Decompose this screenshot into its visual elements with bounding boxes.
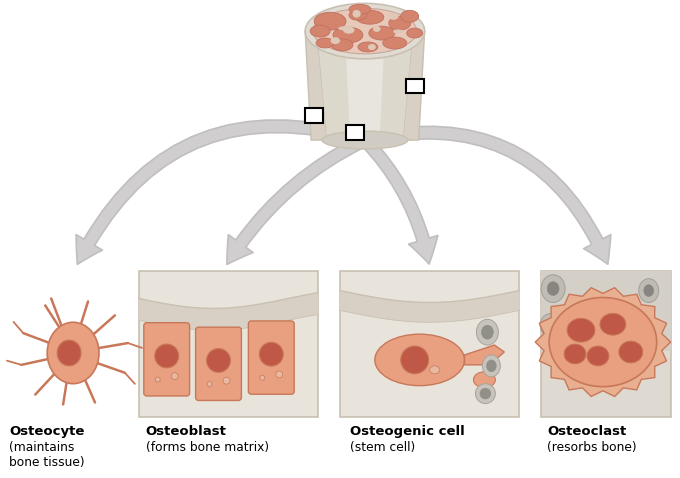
Ellipse shape <box>322 131 408 149</box>
Ellipse shape <box>473 372 495 388</box>
Ellipse shape <box>564 344 586 364</box>
Ellipse shape <box>540 314 562 337</box>
Ellipse shape <box>430 366 439 374</box>
Ellipse shape <box>313 8 417 54</box>
Ellipse shape <box>171 373 178 380</box>
Text: (forms bone matrix): (forms bone matrix) <box>146 441 269 454</box>
Ellipse shape <box>587 346 609 366</box>
Polygon shape <box>139 293 318 330</box>
Polygon shape <box>535 288 670 396</box>
Ellipse shape <box>481 325 494 339</box>
Text: (stem cell): (stem cell) <box>350 441 415 454</box>
Ellipse shape <box>349 4 371 14</box>
Ellipse shape <box>477 319 498 345</box>
FancyBboxPatch shape <box>248 321 294 394</box>
Ellipse shape <box>401 11 419 22</box>
FancyBboxPatch shape <box>143 323 190 396</box>
Ellipse shape <box>368 44 376 50</box>
Ellipse shape <box>600 314 626 335</box>
Ellipse shape <box>644 284 653 296</box>
Ellipse shape <box>388 13 398 20</box>
Ellipse shape <box>333 27 363 43</box>
Ellipse shape <box>383 37 407 49</box>
Bar <box>346 125 364 140</box>
Text: Osteoblast: Osteoblast <box>146 425 226 438</box>
Polygon shape <box>345 36 385 135</box>
Ellipse shape <box>338 26 352 30</box>
Ellipse shape <box>207 348 231 372</box>
Bar <box>406 79 424 93</box>
Ellipse shape <box>155 344 179 368</box>
FancyArrowPatch shape <box>76 120 364 264</box>
Ellipse shape <box>393 30 403 33</box>
Bar <box>541 271 670 417</box>
Ellipse shape <box>223 377 230 384</box>
Ellipse shape <box>407 28 423 38</box>
Ellipse shape <box>57 340 81 366</box>
Ellipse shape <box>316 38 334 48</box>
FancyArrowPatch shape <box>227 136 365 264</box>
Ellipse shape <box>259 342 284 366</box>
Polygon shape <box>317 31 413 140</box>
Ellipse shape <box>358 42 378 52</box>
Text: Osteoclast: Osteoclast <box>547 425 626 438</box>
Ellipse shape <box>343 27 354 33</box>
Ellipse shape <box>545 319 557 331</box>
Ellipse shape <box>349 11 367 20</box>
Ellipse shape <box>352 10 360 18</box>
Ellipse shape <box>541 275 565 303</box>
Text: (maintains
bone tissue): (maintains bone tissue) <box>10 441 85 469</box>
Ellipse shape <box>207 381 212 387</box>
Ellipse shape <box>330 37 340 44</box>
Ellipse shape <box>619 341 643 363</box>
Ellipse shape <box>486 360 496 372</box>
Bar <box>305 109 323 123</box>
Ellipse shape <box>389 16 411 30</box>
Ellipse shape <box>547 282 559 295</box>
Ellipse shape <box>401 346 428 374</box>
Ellipse shape <box>549 297 657 387</box>
Bar <box>541 271 670 351</box>
Ellipse shape <box>356 11 384 24</box>
Polygon shape <box>340 291 520 322</box>
Bar <box>139 271 318 417</box>
Polygon shape <box>464 345 505 365</box>
Ellipse shape <box>260 375 265 380</box>
Bar <box>340 271 520 417</box>
Ellipse shape <box>480 388 491 399</box>
Ellipse shape <box>47 322 99 384</box>
Ellipse shape <box>475 384 495 403</box>
Ellipse shape <box>314 12 346 30</box>
Polygon shape <box>305 31 327 140</box>
Text: (resorbs bone): (resorbs bone) <box>547 441 636 454</box>
Text: Osteogenic cell: Osteogenic cell <box>350 425 464 438</box>
Ellipse shape <box>310 25 330 37</box>
Ellipse shape <box>639 279 659 303</box>
Ellipse shape <box>276 371 283 378</box>
Ellipse shape <box>567 318 595 342</box>
FancyArrowPatch shape <box>362 138 438 264</box>
Ellipse shape <box>331 39 353 51</box>
Ellipse shape <box>482 355 500 377</box>
Ellipse shape <box>155 377 160 382</box>
FancyArrowPatch shape <box>367 126 611 264</box>
FancyBboxPatch shape <box>196 327 241 401</box>
Polygon shape <box>403 31 424 140</box>
Text: Osteocyte: Osteocyte <box>10 425 85 438</box>
Ellipse shape <box>375 334 464 386</box>
Ellipse shape <box>369 26 395 40</box>
Ellipse shape <box>373 26 381 32</box>
Ellipse shape <box>305 3 424 59</box>
